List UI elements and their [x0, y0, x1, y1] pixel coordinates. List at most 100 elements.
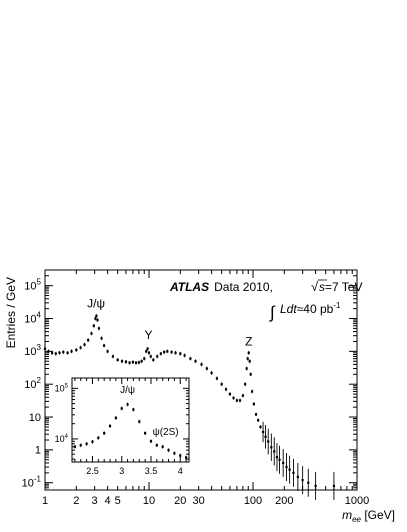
main-data-point — [247, 351, 250, 354]
main-data-point — [205, 367, 208, 370]
inset-y-tick-label-exponent: 5 — [65, 383, 69, 389]
x-axis-label-symbol: m — [342, 508, 352, 522]
main-data-point — [224, 388, 228, 391]
main-y-tick-label-base: 10 — [24, 313, 36, 325]
inset-data-point — [79, 444, 82, 447]
main-data-point — [146, 347, 149, 350]
main-y-tick-label-exponent: 5 — [37, 278, 42, 287]
main-data-point — [267, 440, 270, 443]
main-data-point — [62, 350, 65, 354]
main-data-point — [143, 357, 146, 360]
inset-x-tick-label: 3.5 — [145, 466, 158, 476]
main-y-tick-label-exponent: -1 — [34, 475, 42, 484]
main-data-point — [66, 351, 69, 354]
main-data-point — [285, 465, 288, 469]
sqrt-s-var: s — [319, 280, 325, 294]
main-x-tick-label: 3 — [92, 495, 98, 507]
luminosity-exponent: -1 — [333, 301, 341, 310]
main-data-point — [83, 343, 86, 346]
main-x-tick-label: 30 — [192, 495, 204, 507]
main-peak-label: Z — [245, 335, 252, 349]
main-data-point — [47, 350, 50, 353]
main-data-point — [288, 468, 291, 471]
main-data-point — [102, 344, 106, 347]
inset-frame — [71, 377, 190, 463]
main-y-tick-label: 1 — [35, 445, 41, 457]
main-data-point — [170, 350, 173, 354]
sqrt-s-value: =7 TeV — [325, 280, 362, 294]
main-data-point — [282, 461, 285, 465]
main-data-point — [87, 339, 90, 342]
main-x-tick-label: 2 — [73, 495, 79, 507]
main-y-tick-label: 105 — [24, 278, 41, 293]
inset-data-points — [73, 402, 188, 460]
main-y-tick-label-base: 10 — [24, 379, 36, 391]
main-data-point — [238, 399, 242, 402]
inset-y-tick-label: 105 — [55, 383, 69, 393]
main-data-point — [301, 479, 304, 482]
main-data-point — [92, 324, 95, 327]
main-data-point — [106, 350, 109, 353]
main-data-point — [152, 358, 155, 361]
main-data-point — [159, 352, 162, 355]
main-x-tick-label: 5 — [115, 495, 121, 507]
inset-x-tick-label: 2.5 — [86, 466, 99, 476]
main-data-point — [100, 337, 103, 340]
main-data-point — [75, 348, 78, 352]
energy-label: s=7 TeV — [319, 280, 362, 294]
main-data-point — [332, 484, 336, 487]
main-data-point — [116, 358, 119, 361]
inset-data-point — [91, 440, 94, 443]
inset-data-point — [132, 408, 135, 411]
main-data-point — [232, 396, 235, 400]
main-data-point — [296, 475, 299, 479]
inset-x-tick-label: 4 — [178, 466, 183, 476]
main-x-tick-label: 200 — [275, 495, 293, 507]
main-data-point — [124, 360, 128, 363]
inset-data-point — [73, 445, 77, 448]
main-data-point — [215, 377, 219, 380]
main-y-tick-label: 104 — [24, 310, 41, 325]
main-data-point — [210, 371, 213, 375]
inset-data-point — [120, 407, 123, 410]
main-y-tick-label: 102 — [24, 376, 41, 391]
main-data-point — [183, 354, 186, 357]
y-axis-label: Entries / GeV — [4, 277, 18, 348]
main-data-point — [314, 484, 317, 487]
atlas-logo-text: ATLAS — [169, 280, 209, 294]
main-y-tick-label: 10-1 — [22, 475, 42, 490]
inset-data-point — [114, 416, 117, 420]
main-data-point — [120, 360, 124, 363]
main-data-point — [50, 351, 54, 354]
main-peak-label: J/ψ — [87, 296, 105, 310]
inset-x-tick-label: 3 — [119, 466, 124, 476]
inset-peak-label: J/ψ — [120, 385, 135, 396]
main-data-point — [70, 350, 73, 353]
main-data-point — [166, 350, 169, 353]
main-data-point — [244, 383, 247, 386]
integral-symbol: ∫ — [269, 303, 276, 322]
main-data-point — [131, 361, 134, 364]
inset-y-tick-label-exponent: 4 — [65, 434, 69, 440]
inset-data-point — [108, 424, 112, 428]
atlas-label: ATLAS Data 2010, — [169, 280, 273, 294]
inset-y-tick-label-base: 10 — [55, 434, 65, 444]
inset-data-point — [161, 445, 164, 448]
main-y-tick-label-base: 10 — [24, 281, 36, 293]
main-data-point — [163, 350, 166, 354]
main-data-point — [174, 351, 177, 354]
main-data-point — [96, 318, 99, 322]
main-data-point — [261, 430, 265, 434]
main-data-point — [111, 355, 115, 358]
main-x-tick-label: 20 — [174, 495, 186, 507]
inset-data-point — [184, 456, 188, 459]
main-data-point — [254, 413, 258, 416]
main-data-point — [270, 446, 273, 449]
main-annotations: Entries / GeV mee [GeV] ATLAS Data 2010, … — [4, 277, 395, 524]
main-data-point — [241, 394, 245, 397]
main-y-tick-label-exponent: 4 — [37, 310, 42, 319]
inset-data-point — [167, 449, 170, 452]
main-data-point — [97, 327, 101, 330]
main-y-tick-label: 103 — [24, 343, 41, 358]
